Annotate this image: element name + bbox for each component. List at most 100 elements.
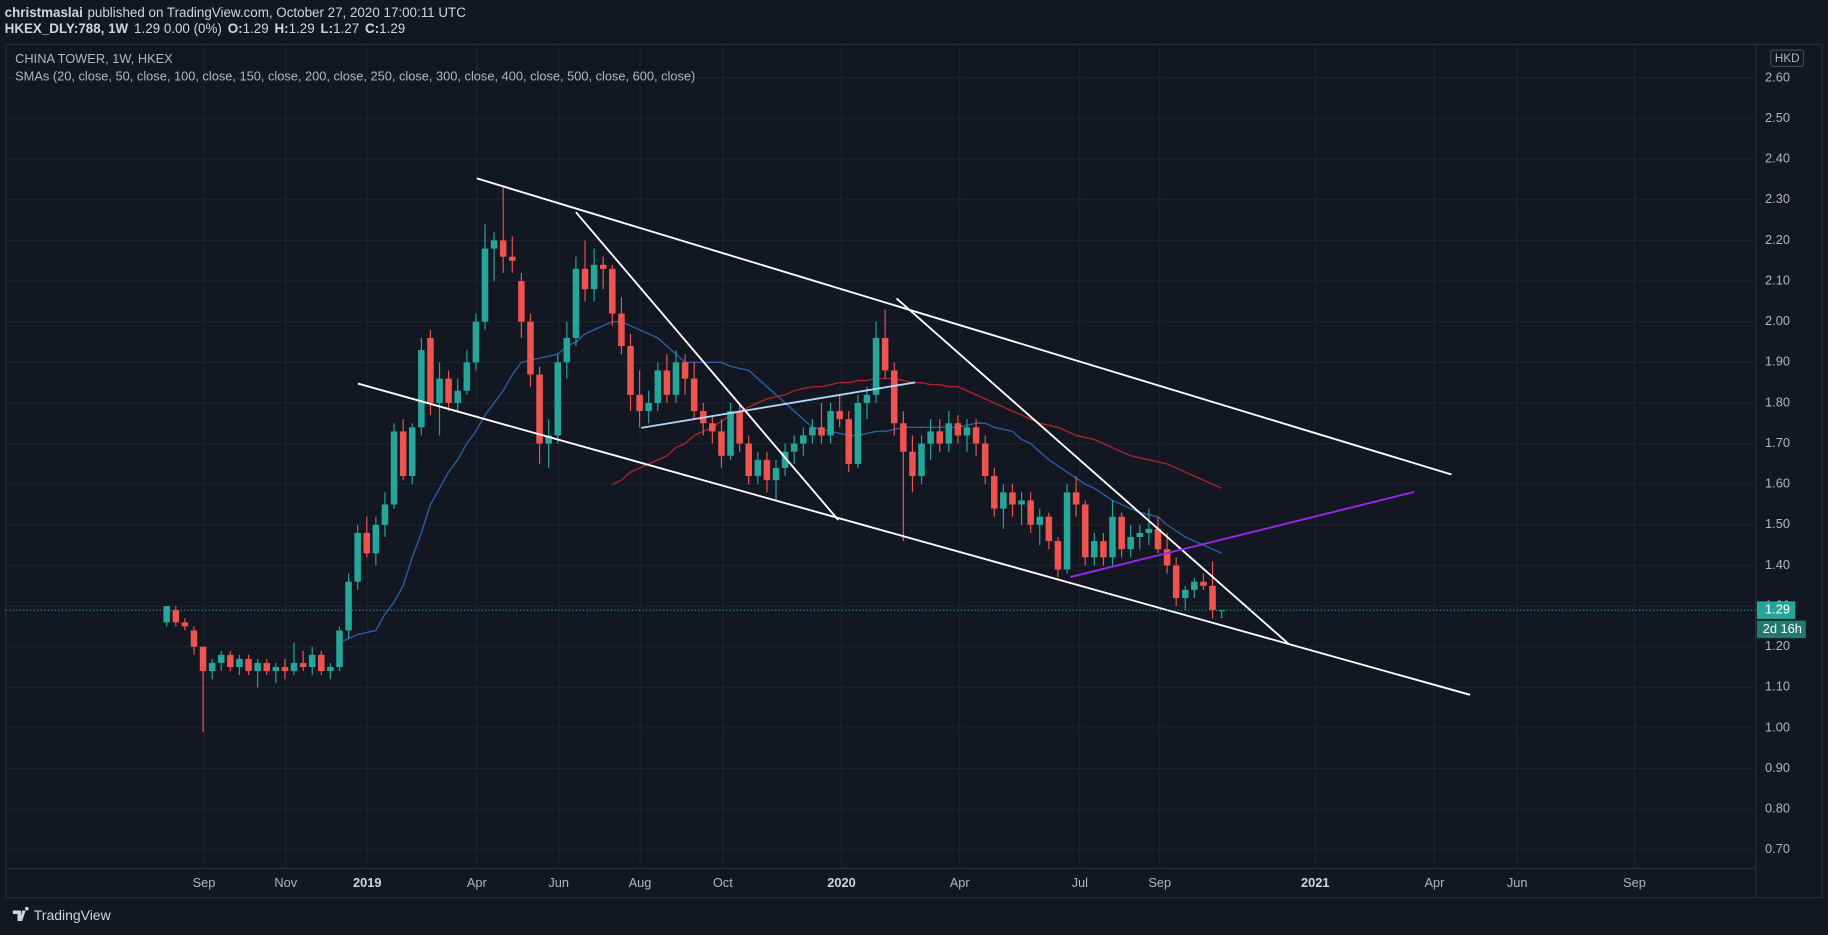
candle-body [1127,537,1134,550]
candle-body [318,654,325,672]
countdown-tag [1756,620,1806,639]
candle-body [281,667,289,672]
candle-body [854,402,862,464]
y-tick-label: 2.60 [1765,69,1790,84]
publish-line: christmaslai published on TradingView.com… [5,4,467,19]
x-tick-label: Oct [713,875,733,890]
brand-name: TradingView [34,907,112,923]
candle-body [181,622,189,627]
candle-body [554,362,562,436]
candle-body [290,662,298,672]
x-tick-label: Apr [467,875,488,890]
ohlc-value: 1.27 [333,21,359,36]
candle-body [1209,585,1216,611]
candle-body [299,662,307,668]
drawings [357,177,1471,696]
candle-body [263,662,270,672]
candle-body [800,435,807,444]
candle-body [599,264,607,269]
candle-body [1218,610,1225,612]
candle-body [963,427,971,436]
candle-body [217,654,225,663]
candle-body [772,467,780,481]
candle-body [636,394,643,412]
candle-body [1136,532,1144,538]
candle-body [472,321,480,363]
trendline [1069,491,1415,578]
candle-body [463,362,471,391]
candle-body [518,281,525,322]
candle-body [981,443,989,477]
y-tick-label: 1.10 [1765,679,1790,694]
candle-body [1145,528,1153,533]
y-tick-label: 0.90 [1765,760,1790,775]
candle-body [1118,516,1125,550]
candle-body [336,630,343,668]
candle-body [390,431,398,505]
trendline [895,297,1289,645]
countdown: 2d 16h [1763,621,1802,636]
candle-body [1200,581,1207,586]
x-tick-label: Sep [1148,875,1171,890]
brand-logo [12,906,29,922]
candle-body [199,646,207,672]
candle-body [645,402,652,412]
candle-body [490,240,498,249]
y-tick-label: 1.40 [1765,557,1790,572]
x-tick-label: 2019 [353,875,382,890]
candle-body [663,370,671,395]
symbol: HKEX_DLY:788, 1W [5,21,129,36]
candle-body [1181,589,1189,598]
last-price-tag [1756,601,1796,619]
candle-body [781,451,789,468]
y-tick-label: 1.80 [1765,394,1790,409]
candle-body [809,427,816,436]
candle-body [681,362,689,379]
candle-body [527,321,534,375]
candle-body [345,581,352,631]
x-tick-label: Nov [274,875,297,890]
currency: HKD [1775,52,1800,65]
candle-body [836,411,843,420]
candle-body [1054,541,1062,570]
legend-indicators: SMAs (20, close, 50, close, 100, close, … [15,68,695,83]
candle-body [1063,492,1071,570]
x-tick-label: Sep [1623,875,1646,890]
trendline [641,381,916,429]
candle-body [900,423,907,452]
candle-body [572,268,580,338]
x-tick-label: Aug [629,875,652,890]
y-tick-label: 2.00 [1765,313,1790,328]
candle-body [454,390,461,403]
x-tick-label: 2021 [1301,875,1330,890]
candle-body [372,524,380,554]
candle-body [618,313,625,347]
candle-body [1000,492,1007,509]
candle-body [245,658,252,672]
published: published on TradingView.com, October 27… [87,4,466,19]
candle-body [172,610,180,623]
candle-body [308,654,316,668]
candle-body [790,443,798,452]
grid [5,44,1756,869]
candle-body [845,419,853,464]
currency-badge [1770,49,1805,68]
sma-line [339,320,1222,644]
candle-body [936,431,943,444]
candle-body [727,411,734,456]
candle-body [991,476,998,509]
trendline [357,382,1471,696]
candle-body [1109,516,1116,558]
ohlc-key: C: [365,21,379,36]
candle-body [1036,516,1044,525]
y-tick-label: 1.50 [1765,516,1790,531]
candle-body [163,606,170,623]
y-tick-label: 2.10 [1765,272,1790,287]
candle-body [327,667,334,672]
ohlc-key: H: [274,21,288,36]
candle-body [927,431,934,444]
candle-body [972,427,980,444]
candle-body [1027,500,1034,525]
candle-body [563,337,571,363]
candle-body [190,630,198,647]
